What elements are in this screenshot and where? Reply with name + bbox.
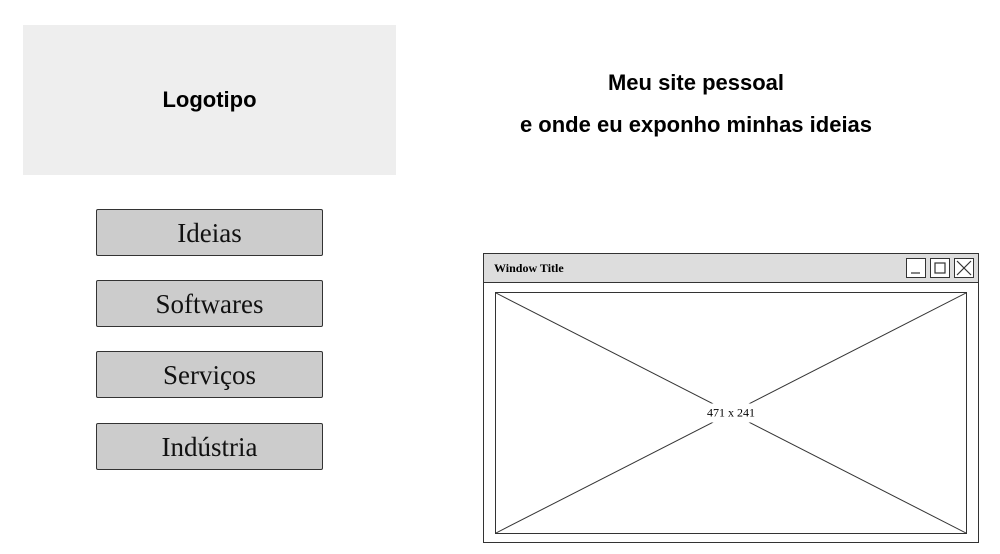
placeholder-size-label: 471 x 241 xyxy=(703,403,759,423)
nav-button-label: Ideias xyxy=(177,217,242,248)
image-placeholder: 471 x 241 xyxy=(495,292,967,534)
minimize-button[interactable] xyxy=(906,258,926,278)
window-title: Window Title xyxy=(494,261,564,275)
tagline-line-1: Meu site pessoal xyxy=(607,70,785,95)
tagline-line-2: e onde eu exponho minhas ideias xyxy=(519,112,873,137)
nav-button-ideias[interactable]: Ideias xyxy=(96,209,323,256)
window-mockup: Window Title xyxy=(483,253,979,543)
maximize-button[interactable] xyxy=(930,258,950,278)
site-tagline: Meu site pessoal e onde eu exponho minha… xyxy=(480,62,912,146)
nav-button-label: Serviços xyxy=(163,359,256,390)
close-icon xyxy=(955,259,973,277)
nav-button-servicos[interactable]: Serviços xyxy=(96,351,323,398)
logo-placeholder: Logotipo xyxy=(23,25,396,175)
nav-button-label: Softwares xyxy=(155,288,264,319)
logo-text: Logotipo xyxy=(162,87,257,112)
nav-button-softwares[interactable]: Softwares xyxy=(96,280,323,327)
nav-button-industria[interactable]: Indústria xyxy=(96,423,323,470)
window-titlebar[interactable]: Window Title xyxy=(484,254,978,283)
nav-button-label: Indústria xyxy=(161,431,258,462)
close-button[interactable] xyxy=(954,258,974,278)
minimize-icon xyxy=(907,259,925,277)
maximize-icon xyxy=(931,259,949,277)
